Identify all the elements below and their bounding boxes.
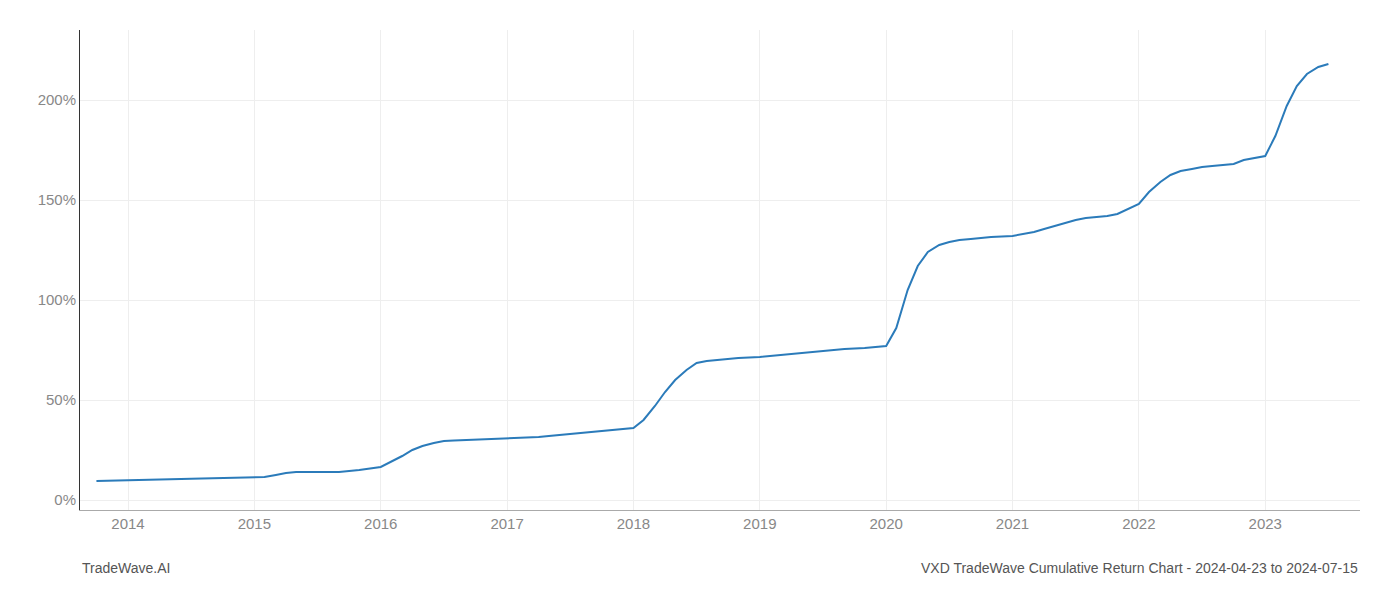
svg-text:2019: 2019 — [743, 515, 776, 532]
svg-text:2018: 2018 — [617, 515, 650, 532]
svg-text:2020: 2020 — [869, 515, 902, 532]
svg-text:VXD TradeWave Cumulative Retur: VXD TradeWave Cumulative Return Chart - … — [921, 560, 1358, 576]
svg-text:150%: 150% — [38, 191, 76, 208]
svg-text:2015: 2015 — [238, 515, 271, 532]
svg-text:100%: 100% — [38, 291, 76, 308]
svg-text:2016: 2016 — [364, 515, 397, 532]
svg-text:2021: 2021 — [996, 515, 1029, 532]
svg-text:200%: 200% — [38, 91, 76, 108]
svg-text:2023: 2023 — [1249, 515, 1282, 532]
svg-text:0%: 0% — [54, 491, 76, 508]
svg-text:2014: 2014 — [111, 515, 144, 532]
svg-text:2022: 2022 — [1122, 515, 1155, 532]
svg-text:50%: 50% — [46, 391, 76, 408]
svg-text:2017: 2017 — [490, 515, 523, 532]
svg-text:TradeWave.AI: TradeWave.AI — [82, 560, 170, 576]
